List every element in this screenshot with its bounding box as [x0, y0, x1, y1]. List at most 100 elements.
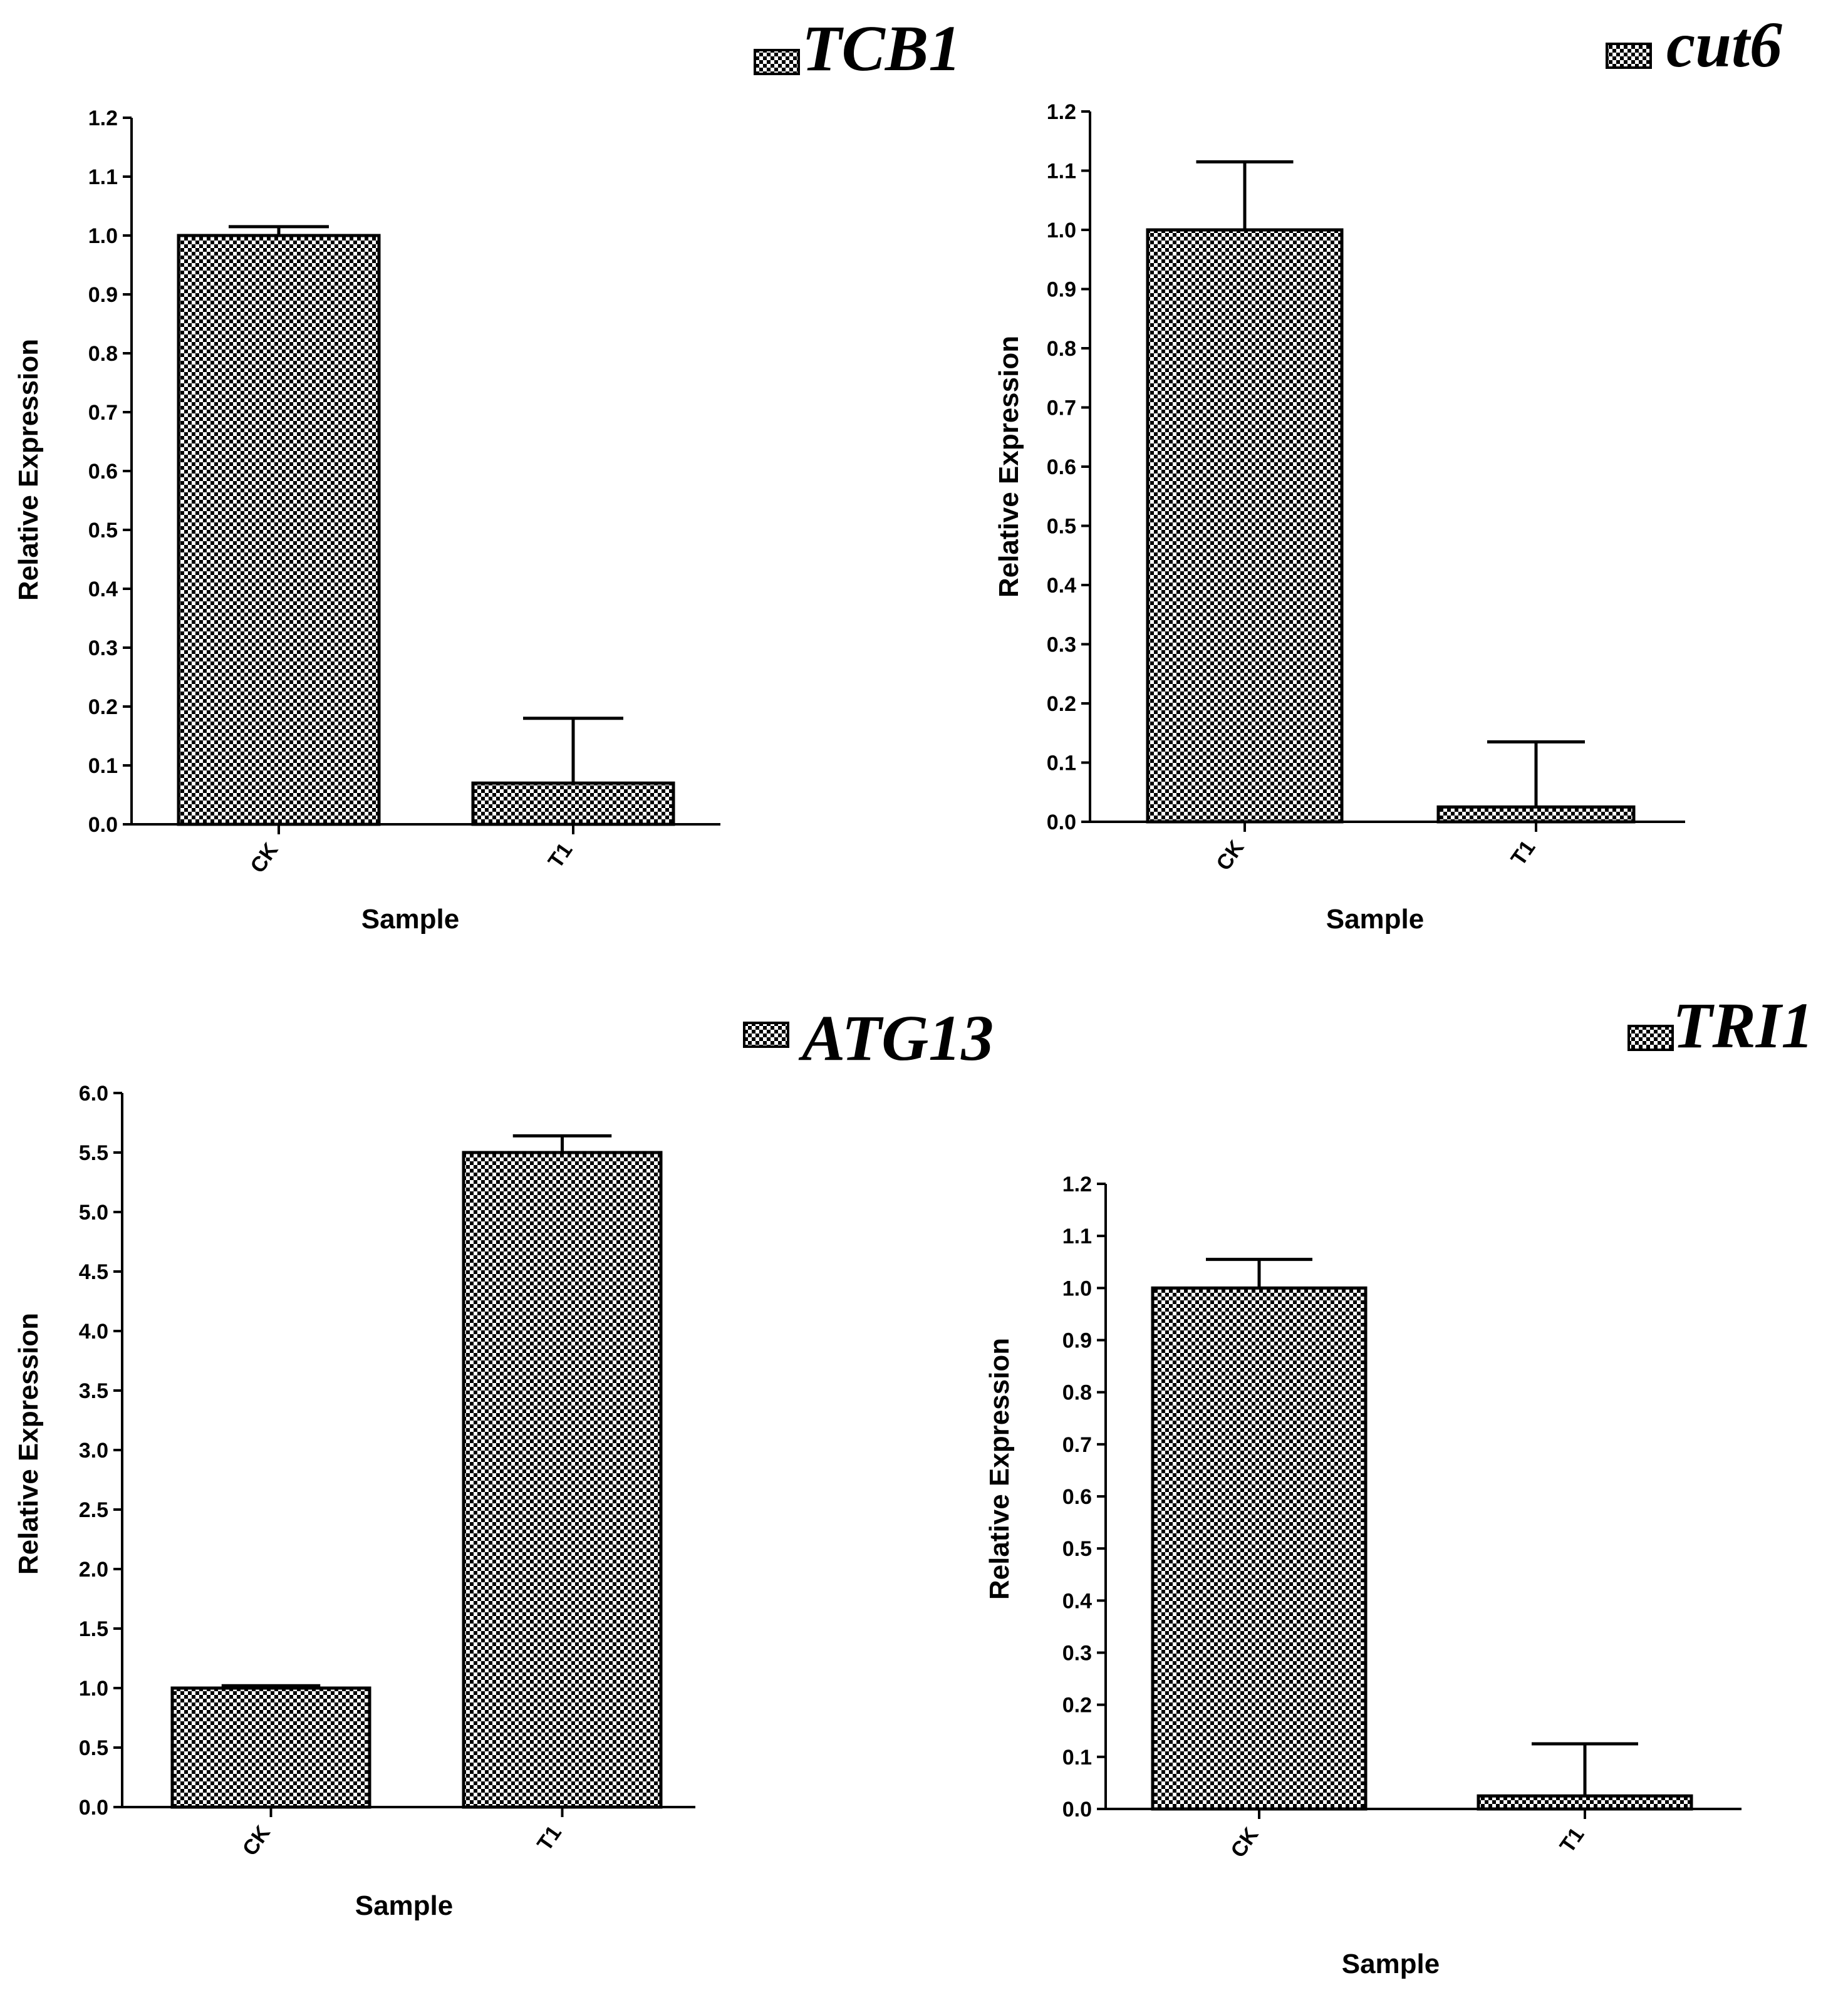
y-tick-label: 0.1 — [88, 754, 118, 778]
y-tick-label: 0.2 — [1047, 692, 1076, 716]
y-tick-label: 1.0 — [79, 1677, 108, 1701]
legend-swatch — [743, 1022, 789, 1048]
bar-group — [170, 1134, 663, 1809]
y-tick-label: 0.9 — [88, 283, 118, 307]
y-tick-label: 0.8 — [1047, 337, 1076, 361]
legend-label: ATG13 — [798, 1002, 994, 1074]
y-tick-label: 0.4 — [1062, 1589, 1092, 1613]
y-axis-label: Relative Expression — [984, 1338, 1015, 1600]
y-tick-label: 1.1 — [88, 165, 118, 189]
y-tick-label: 0.0 — [1062, 1798, 1092, 1821]
x-tick-label: CK — [246, 838, 283, 877]
y-tick-label: 0.1 — [1062, 1746, 1092, 1769]
bar-t1 — [1436, 805, 1636, 824]
bar-ck — [170, 1686, 371, 1809]
legend-label: cut6 — [1666, 9, 1782, 81]
y-tick-label: 1.0 — [1062, 1277, 1092, 1300]
y-tick-group: 0.0 0.1 0.2 0.3 0.4 0.5 0.6 0.7 0.8 0.9 1.0 1.1 1.2 — [88, 106, 132, 837]
y-tick-label: 0.7 — [88, 401, 118, 425]
y-tick-label: 3.0 — [79, 1439, 108, 1463]
y-tick-label: 0.4 — [1047, 574, 1076, 598]
y-tick-label: 0.5 — [1047, 515, 1076, 539]
chart-panel-atg13: 0.00.51.01.52.02.53.03.54.04.55.05.56.0 … — [13, 1002, 994, 1921]
x-tick-label: CK — [1212, 836, 1249, 874]
y-tick-label: 0.9 — [1062, 1329, 1092, 1353]
y-tick-label: 6.0 — [79, 1082, 108, 1106]
bar-group — [1146, 160, 1636, 824]
chart-panel-tcb1: 0.00.10.20.30.40.50.60.70.80.91.01.11.2 … — [13, 13, 961, 935]
y-tick-label: 3.5 — [79, 1379, 108, 1403]
y-tick-label: 1.5 — [79, 1617, 108, 1641]
y-tick-group: 0.0 0.1 0.2 0.3 0.4 0.5 0.6 0.7 0.8 0.9 1.0 1.1 1.2 — [1047, 100, 1090, 834]
legend-label: TCB1 — [802, 13, 961, 85]
x-axis-label: Sample — [1342, 1949, 1440, 1979]
y-tick-label: 0.0 — [88, 813, 118, 837]
y-tick-label: 0.4 — [88, 578, 118, 601]
y-tick-label: 0.7 — [1062, 1433, 1092, 1457]
bar-ck — [1151, 1286, 1368, 1811]
y-tick-label: 0.8 — [88, 342, 118, 366]
y-axis-label: Relative Expression — [13, 1313, 44, 1575]
y-tick-label: 1.2 — [1062, 1173, 1092, 1196]
x-tick-label: T1 — [1555, 1823, 1589, 1857]
y-tick-label: 0.5 — [1062, 1537, 1092, 1561]
x-axis-label: Sample — [1326, 904, 1425, 935]
x-tick-group: CK T1 — [1226, 1809, 1589, 1862]
y-tick-label: 2.0 — [79, 1558, 108, 1582]
y-tick-label: 1.0 — [88, 224, 118, 248]
y-tick-label: 1.2 — [88, 106, 118, 130]
bar-t1 — [462, 1151, 663, 1809]
y-tick-label: 5.5 — [79, 1141, 108, 1165]
y-tick-label: 0.8 — [1062, 1381, 1092, 1405]
y-tick-label: 1.0 — [1047, 219, 1076, 242]
y-tick-label: 0.6 — [1062, 1485, 1092, 1509]
x-axis-label: Sample — [355, 1890, 454, 1921]
y-tick-label: 0.3 — [1047, 633, 1076, 657]
x-tick-group: CK T1 — [246, 824, 578, 878]
x-tick-label: T1 — [544, 839, 578, 873]
y-tick-label: 0.5 — [88, 519, 118, 542]
y-tick-group: 0.0 0.5 1.0 1.5 2.0 2.5 3.0 3.5 4.0 4.5 5.0 5.5 6.0 — [79, 1082, 122, 1820]
x-tick-label: T1 — [532, 1821, 566, 1855]
legend-swatch — [754, 49, 800, 75]
y-tick-label: 5.0 — [79, 1201, 108, 1225]
y-tick-label: 2.5 — [79, 1498, 108, 1522]
y-tick-label: 0.0 — [1047, 811, 1076, 834]
bar-t1 — [471, 781, 675, 826]
legend-swatch — [1606, 43, 1652, 69]
y-tick-label: 0.2 — [1062, 1694, 1092, 1718]
y-tick-label: 4.0 — [79, 1320, 108, 1344]
y-tick-group: 0.0 0.1 0.2 0.3 0.4 0.5 0.6 0.7 0.8 0.9 1.0 1.1 1.2 — [1062, 1173, 1106, 1821]
y-axis-label: Relative Expression — [13, 339, 44, 601]
x-tick-group: CK T1 — [238, 1807, 566, 1860]
y-tick-label: 0.5 — [79, 1736, 108, 1760]
y-tick-label: 0.9 — [1047, 278, 1076, 302]
legend-label: TRI1 — [1673, 990, 1814, 1062]
bar-ck — [1146, 228, 1344, 824]
chart-panel-tri1: 0.00.10.20.30.40.50.60.70.80.91.01.11.2 … — [984, 990, 1814, 1979]
x-tick-label: CK — [1226, 1823, 1264, 1862]
bar-ck — [177, 234, 381, 826]
y-tick-label: 1.2 — [1047, 100, 1076, 124]
y-tick-label: 0.0 — [79, 1796, 108, 1820]
y-tick-label: 0.3 — [88, 636, 118, 660]
y-tick-label: 0.3 — [1062, 1642, 1092, 1666]
bar-group — [177, 225, 675, 826]
y-tick-label: 0.7 — [1047, 396, 1076, 420]
chart-panel-cut6: 0.00.10.20.30.40.50.60.70.80.91.01.11.2 … — [994, 9, 1782, 935]
legend-swatch — [1627, 1025, 1674, 1051]
y-axis-label: Relative Expression — [994, 336, 1024, 598]
x-tick-label: CK — [238, 1821, 276, 1860]
x-tick-label: T1 — [1507, 836, 1540, 870]
y-tick-label: 1.1 — [1062, 1225, 1092, 1248]
y-tick-label: 0.6 — [1047, 455, 1076, 479]
y-tick-label: 4.5 — [79, 1260, 108, 1284]
y-tick-label: 0.6 — [88, 460, 118, 484]
x-tick-group: CK T1 — [1212, 822, 1540, 875]
bar-group — [1151, 1258, 1693, 1811]
y-tick-label: 1.1 — [1047, 160, 1076, 184]
y-tick-label: 0.1 — [1047, 752, 1076, 775]
y-tick-label: 0.2 — [88, 695, 118, 719]
x-axis-label: Sample — [361, 904, 460, 935]
